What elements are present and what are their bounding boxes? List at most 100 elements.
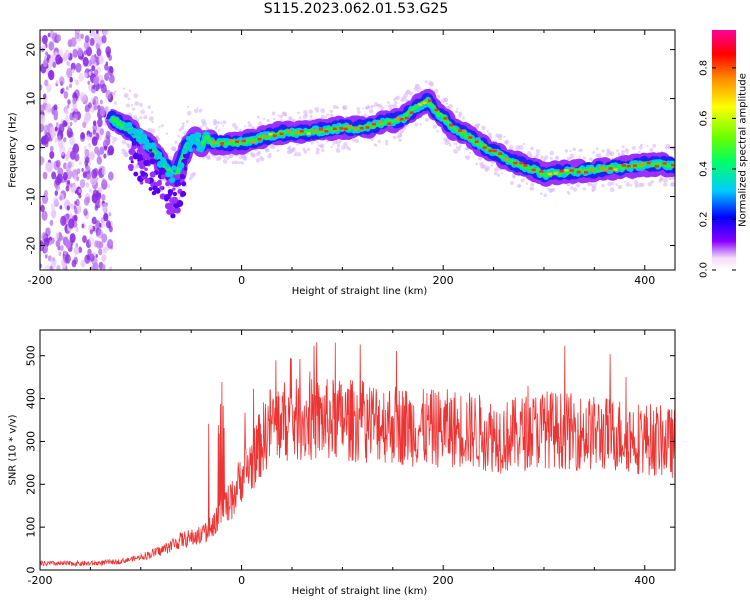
noise-blob <box>96 150 101 157</box>
noise-blob <box>98 248 103 256</box>
halo-dot <box>535 149 541 154</box>
ridge-blob <box>165 164 170 169</box>
halo-dot <box>148 116 154 122</box>
noise-blob <box>75 226 79 233</box>
noise-blob <box>40 84 43 91</box>
noise-blob <box>49 219 54 226</box>
noise-blob <box>54 190 59 196</box>
halo-dot <box>201 118 206 124</box>
noise-blob <box>67 99 71 105</box>
bottom-x-tick-label: 400 <box>634 574 655 587</box>
noise-blob <box>40 104 45 113</box>
spectrogram-panel: -200 0 200 400 -20 -10 0 10 20 Height of straight… <box>8 29 676 297</box>
noise-blob <box>50 209 57 219</box>
top-x-tick-label: 200 <box>433 274 454 287</box>
halo-dot <box>456 107 459 110</box>
ridge-blob <box>152 185 158 191</box>
halo-dot <box>479 162 483 166</box>
halo-dot <box>316 110 319 113</box>
ridge-blob <box>127 163 134 170</box>
halo-dot <box>443 97 448 102</box>
halo-dot <box>621 145 625 149</box>
halo-dot <box>649 148 654 153</box>
halo-dot <box>338 139 342 143</box>
ridge-blob <box>187 147 193 153</box>
halo-dot <box>419 123 422 126</box>
ridge-blob <box>130 160 134 164</box>
noise-blob <box>62 53 68 62</box>
halo-dot <box>165 132 169 135</box>
halo-dot <box>133 93 139 99</box>
halo-dot <box>647 182 653 187</box>
halo-dot <box>297 111 300 115</box>
noise-blob <box>45 51 49 56</box>
noise-blob <box>101 35 107 44</box>
halo-dot <box>664 147 668 150</box>
halo-dot <box>131 104 134 107</box>
halo-dot <box>186 105 190 108</box>
bottom-x-tick-label: 200 <box>433 574 454 587</box>
halo-dot <box>308 109 314 114</box>
halo-dot <box>535 152 540 157</box>
noise-blob <box>105 46 112 56</box>
noise-blob <box>43 189 49 197</box>
bottom-y-tick-label: 200 <box>25 474 38 495</box>
noise-blob <box>65 114 68 119</box>
ridge-blob <box>173 202 180 209</box>
top-y-tick-label: 20 <box>25 43 38 57</box>
ridge-blob <box>165 181 170 187</box>
halo-dot <box>569 150 572 153</box>
noise-blob <box>49 150 55 159</box>
halo-dot <box>255 158 261 163</box>
halo-dot <box>365 106 369 110</box>
halo-dot <box>214 123 217 126</box>
top-y-axis-label: Frequency (Hz) <box>8 112 19 188</box>
noise-blob <box>70 131 74 138</box>
noise-blob <box>96 48 102 57</box>
bottom-y-axis-label: SNR (10 * v/v) <box>8 414 19 485</box>
halo-dot <box>401 96 407 101</box>
ridge-blob <box>149 171 156 178</box>
noise-blob <box>103 153 107 159</box>
top-y-tick-label: -20 <box>25 237 38 255</box>
ridge-blob <box>181 181 186 187</box>
colorbar-tick-label: 0.2 <box>699 212 710 228</box>
noise-blob <box>99 128 105 136</box>
noise-blob <box>93 104 98 111</box>
noise-blob <box>47 32 51 38</box>
noise-blob <box>83 208 88 216</box>
halo-dot <box>303 149 308 154</box>
halo-dot <box>455 110 459 114</box>
halo-dot <box>511 173 516 178</box>
halo-dot <box>398 138 402 142</box>
halo-dot <box>282 111 287 117</box>
halo-dot <box>315 147 320 152</box>
noise-blob <box>43 237 50 248</box>
halo-dot <box>458 144 462 149</box>
noise-blob <box>107 145 115 156</box>
halo-dot <box>617 152 621 156</box>
noise-blob <box>92 84 96 90</box>
halo-dot <box>363 137 366 140</box>
halo-dot <box>186 110 192 116</box>
noise-blob <box>71 189 74 194</box>
noise-blob <box>48 41 55 51</box>
bottom-y-tick-label: 400 <box>25 388 38 409</box>
halo-dot <box>617 184 623 190</box>
halo-dot <box>279 114 284 119</box>
halo-dot <box>222 159 228 164</box>
noise-blob <box>87 248 92 256</box>
halo-dot <box>329 109 334 114</box>
halo-dot <box>663 182 668 187</box>
halo-dot <box>488 132 492 136</box>
noise-blob <box>95 30 99 34</box>
noise-blob <box>82 56 89 67</box>
noise-blob <box>105 72 109 77</box>
halo-dot <box>540 155 544 159</box>
colorbar: 0.0 0.2 0.4 0.6 0.8 Normalized spectral ampli… <box>699 30 749 278</box>
ridge-blob <box>149 152 155 158</box>
halo-dot <box>595 182 598 185</box>
halo-dot <box>181 122 185 126</box>
noise-blob <box>64 108 69 115</box>
noise-blob <box>89 229 94 235</box>
